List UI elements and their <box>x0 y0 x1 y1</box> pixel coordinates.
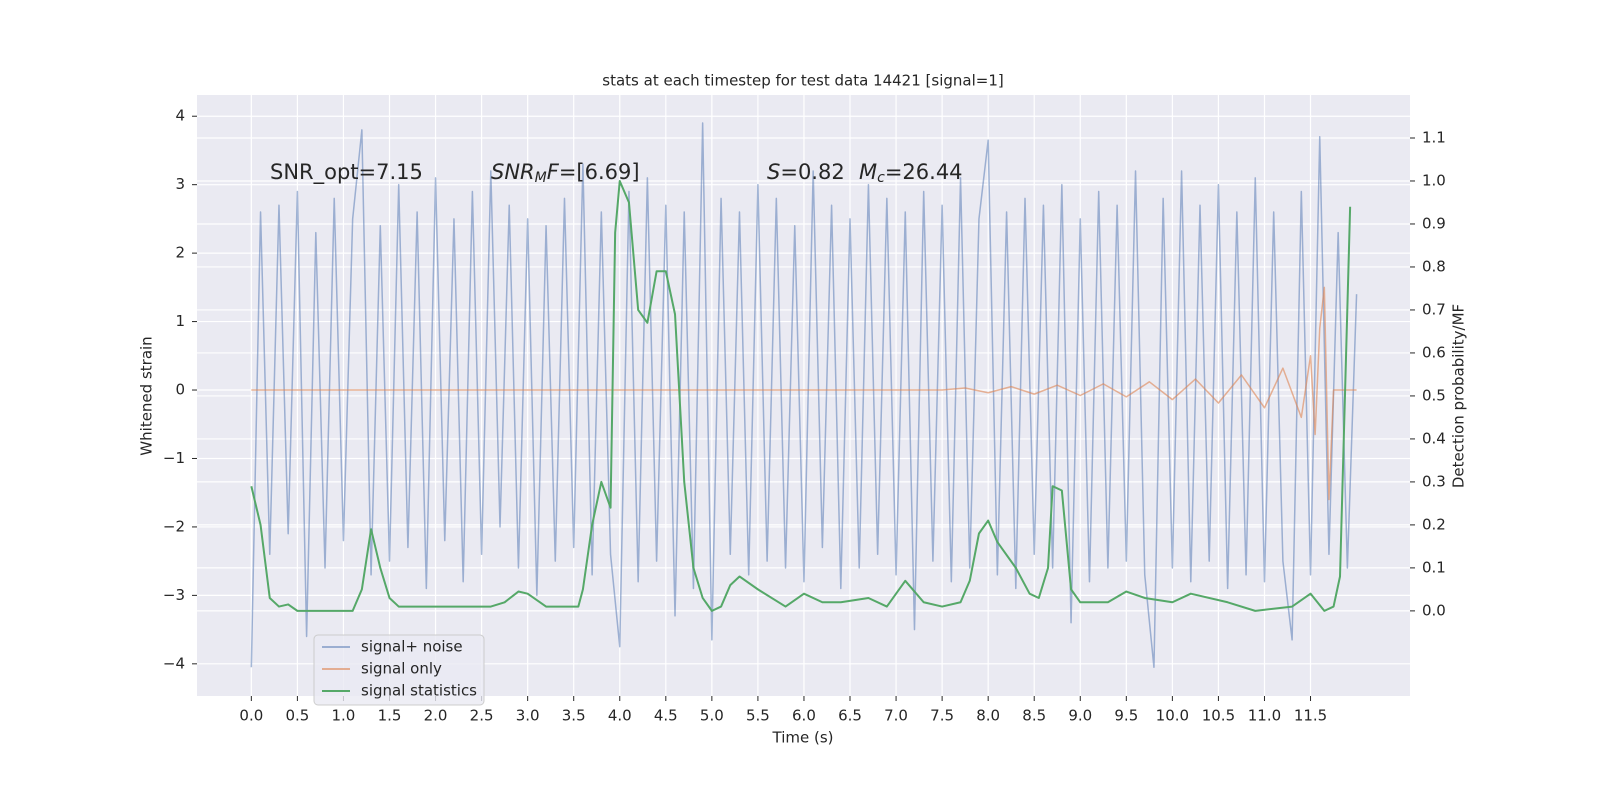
x-tick-label: 2.0 <box>424 707 448 725</box>
x-tick-label: 1.0 <box>332 707 356 725</box>
x-tick-label: 11.0 <box>1248 707 1281 725</box>
annotations: SNR_opt=7.15 SNRMF=[6.69] S=0.82 Mc=26.44 <box>270 160 963 186</box>
x-tick-label: 5.5 <box>746 707 770 725</box>
x-tick-label: 10.0 <box>1156 707 1189 725</box>
y2-tick-label: 0.6 <box>1422 343 1446 361</box>
y2-axis-label: Detection probability/MF <box>1450 304 1468 488</box>
chart-title: stats at each timestep for test data 144… <box>602 72 1003 90</box>
series-line <box>251 286 1357 501</box>
x-tick-label: 9.5 <box>1114 707 1138 725</box>
marks <box>250 122 1358 668</box>
annotation: S=0.82 <box>767 160 845 184</box>
y2-tick-label: 0.0 <box>1422 601 1446 619</box>
y-tick-label: −1 <box>163 449 185 467</box>
x-tick-label: 4.0 <box>608 707 632 725</box>
annotation-part: c <box>877 170 885 186</box>
x-tick-label: 8.0 <box>976 707 1000 725</box>
y-tick-label: −3 <box>163 586 185 604</box>
ticks: 0.0 0.5 1.0 1.5 2.0 2.5 3.0 3.5 4.0 4.5 5.0 5.5 6.0 6… <box>163 107 1446 725</box>
y-tick-label: 4 <box>175 107 185 125</box>
y2-tick-label: 0.4 <box>1422 429 1446 447</box>
y2-tick-label: 0.7 <box>1422 300 1446 318</box>
y-tick-label: 1 <box>175 312 185 330</box>
annotation: SNRMF=[6.69] <box>491 160 640 186</box>
x-tick-label: 6.0 <box>792 707 816 725</box>
y2-tick-label: 0.8 <box>1422 257 1446 275</box>
annotation: Mc=26.44 <box>859 160 963 186</box>
x-tick-label: 5.0 <box>700 707 724 725</box>
y2-tick-label: 0.9 <box>1422 214 1446 232</box>
annotation-part: SNR <box>491 160 535 184</box>
annotation-part: =0.82 <box>780 160 844 184</box>
x-tick-label: 6.5 <box>838 707 862 725</box>
legend-label: signal statistics <box>361 682 477 700</box>
y2-tick-label: 0.5 <box>1422 386 1446 404</box>
legend-label: signal+ noise <box>361 638 463 656</box>
x-tick-label: 2.5 <box>470 707 494 725</box>
annotation-part: S <box>767 160 780 184</box>
x-tick-label: 0.0 <box>239 707 263 725</box>
y-tick-label: −2 <box>163 517 185 535</box>
x-tick-label: 3.0 <box>516 707 540 725</box>
y2-tick-label: 1.0 <box>1422 171 1446 189</box>
y-tick-label: 3 <box>175 175 185 193</box>
series-line <box>250 179 1352 612</box>
x-tick-label: 11.5 <box>1294 707 1327 725</box>
y-tick-label: 0 <box>175 381 185 399</box>
y-axis-label: Whitened strain <box>138 336 156 455</box>
x-tick-label: 3.5 <box>562 707 586 725</box>
x-tick-label: 4.5 <box>654 707 678 725</box>
y-tick-label: 2 <box>175 244 185 262</box>
y2-tick-label: 0.3 <box>1422 472 1446 490</box>
annotation-part: M <box>535 170 547 186</box>
x-tick-label: 1.5 <box>378 707 402 725</box>
annotation: SNR_opt=7.15 <box>270 160 423 185</box>
legend-box <box>313 634 485 706</box>
x-tick-label: 10.5 <box>1202 707 1235 725</box>
annotation-part: SNR_opt=7.15 <box>270 160 423 185</box>
legend: signal+ noise signal only signal statistic… <box>313 634 485 706</box>
y2-tick-label: 0.1 <box>1422 558 1446 576</box>
x-tick-label: 7.5 <box>930 707 954 725</box>
annotation-part: M <box>859 160 877 184</box>
x-tick-label: 9.0 <box>1068 707 1092 725</box>
annotation-part: =[6.69] <box>559 160 640 184</box>
x-tick-label: 8.5 <box>1022 707 1046 725</box>
x-axis-label: Time (s) <box>772 729 834 747</box>
x-tick-label: 0.5 <box>285 707 309 725</box>
annotation-part: F <box>547 160 560 184</box>
y2-tick-label: 1.1 <box>1422 128 1446 146</box>
x-tick-label: 7.0 <box>884 707 908 725</box>
series-line <box>250 122 1358 668</box>
y-tick-label: −4 <box>163 654 185 672</box>
legend-label: signal only <box>361 660 442 678</box>
annotation-part: =26.44 <box>885 160 963 184</box>
y2-tick-label: 0.2 <box>1422 515 1446 533</box>
